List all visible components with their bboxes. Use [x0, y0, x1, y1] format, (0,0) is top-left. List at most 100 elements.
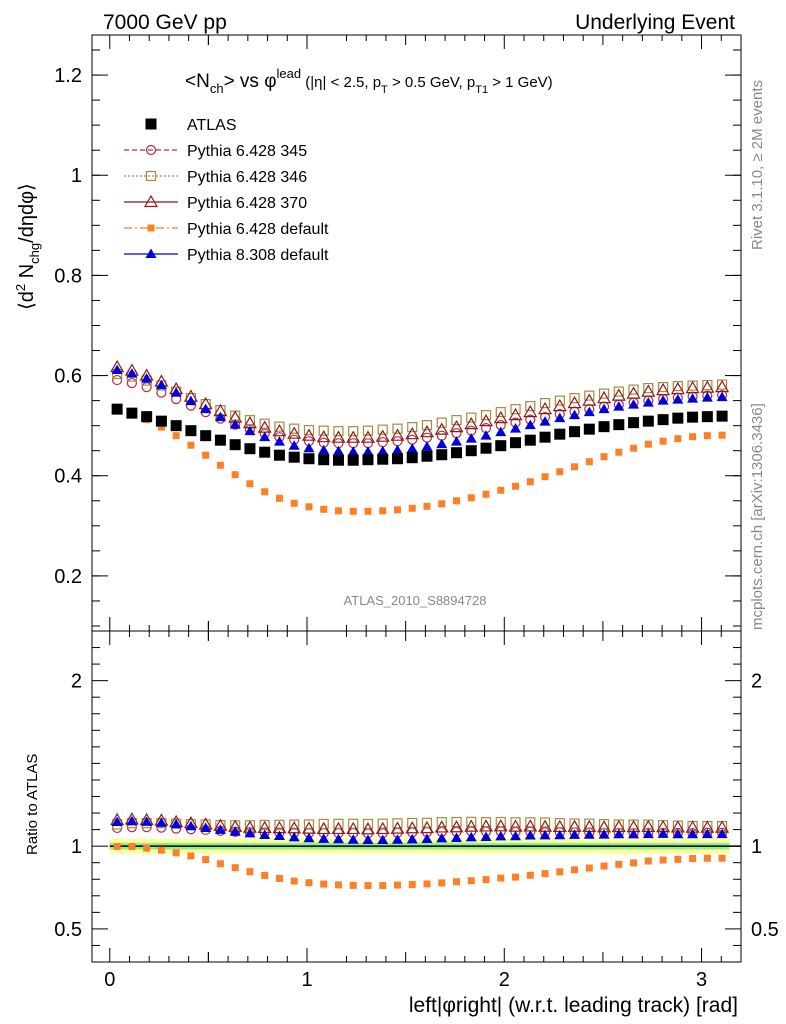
y-tick-label: 1.2 [54, 65, 82, 87]
y-tick-label: 2 [71, 671, 82, 693]
top-p6def-point [408, 504, 416, 512]
top-p346-point [613, 386, 624, 397]
ratio-p6def-point [600, 862, 608, 870]
ratio-p6def-point [379, 882, 387, 890]
top-p6def-point [334, 507, 342, 515]
ratio-p8-point [510, 830, 522, 841]
top-atlas-point [554, 428, 566, 440]
top-p346-point [421, 420, 433, 431]
ratio-p370-point [331, 821, 346, 835]
ratio-p8-point [554, 829, 566, 840]
top-atlas-point [347, 454, 359, 466]
top-p6def-point [187, 441, 195, 449]
x-tick-label: 2 [499, 969, 510, 991]
ratio-p8-point [672, 828, 684, 839]
top-p346-point [303, 425, 315, 436]
legend-label-p8: Pythia 8.308 default [187, 247, 329, 264]
ratio-p6def-point [630, 859, 638, 867]
ratio-p6def-point [453, 878, 461, 886]
legend-marker-p346 [145, 170, 157, 182]
ratio-p6def-point [275, 874, 283, 882]
ratio-p6def-point [246, 868, 254, 876]
top-p8-point [716, 391, 728, 402]
ratio-p346-point [318, 818, 329, 830]
ratio-p6def-point [571, 866, 579, 874]
top-atlas-point [200, 430, 212, 442]
top-atlas-point [598, 421, 610, 433]
top-p345-point [126, 377, 137, 389]
top-p8-point [391, 444, 403, 455]
legend-label-atlas: ATLAS [187, 117, 237, 134]
top-p6def-point [275, 494, 283, 502]
ratio-p346-point [421, 817, 433, 828]
top-p6def-point [526, 478, 534, 486]
top-atlas-point [480, 442, 492, 454]
ratio-p6def-point [334, 881, 342, 889]
top-p8-point [200, 403, 212, 414]
top-p370-point [390, 428, 405, 441]
top-atlas-point [539, 431, 551, 443]
top-p345-point [392, 436, 403, 447]
ratio-p6def-point [703, 854, 711, 862]
top-p8-point [539, 416, 551, 426]
ratio-p8-point [273, 830, 285, 841]
top-p8-point [642, 397, 654, 407]
ratio-p8-point [569, 829, 581, 839]
top-p6def-point [202, 451, 210, 459]
top-p370-point [360, 430, 376, 443]
top-p370-point [434, 422, 449, 435]
top-p370-point [641, 384, 656, 397]
ratio-p6def-point [290, 877, 298, 885]
ratio-p6def-point [157, 846, 165, 854]
top-ylabel: ⟨d2 Nchg/dηdφ⟩ [13, 183, 42, 310]
top-atlas-point [436, 449, 448, 461]
ratio-p8-point [155, 817, 167, 827]
ratio-p346-point [495, 816, 506, 828]
top-p6def-point [379, 507, 387, 515]
top-p6def-point [453, 497, 461, 505]
ratio-p8-point [303, 832, 315, 843]
top-p8-point [288, 440, 300, 450]
ratio-p370-point [390, 821, 405, 834]
ratio-p6def-point [556, 868, 564, 876]
top-p8-point [259, 431, 271, 442]
top-p346-point [466, 412, 477, 423]
ratio-p6def-point [143, 844, 151, 852]
top-p8-point [126, 368, 138, 378]
top-p370-point [538, 401, 553, 415]
ratio-p346-point [525, 817, 536, 828]
top-p6def-point [703, 432, 711, 440]
top-p370-point [715, 379, 730, 393]
top-p6def-point [497, 486, 505, 494]
top-atlas-point [701, 411, 713, 423]
top-p346-point [333, 426, 344, 437]
top-p346-point [584, 390, 595, 401]
top-p8-point [451, 436, 463, 446]
top-p370-point [272, 423, 287, 437]
y-tick-label: 0.2 [54, 566, 82, 588]
ratio-p346-point [480, 817, 492, 828]
top-p8-point [347, 446, 359, 456]
ratio-p8-point [214, 824, 226, 834]
top-atlas-point [687, 411, 699, 423]
top-p8-point [421, 441, 433, 451]
top-p8-point [598, 403, 610, 414]
top-p346-point [259, 418, 270, 429]
ratio-p8-point [436, 832, 448, 843]
top-p346-point [348, 426, 359, 437]
legend-label-p346: Pythia 6.428 346 [187, 169, 307, 186]
ratio-p8-point [613, 828, 625, 839]
top-p345-point [377, 437, 388, 448]
y-tick-label-right: 2 [751, 671, 762, 693]
side-label-rivet: Rivet 3.1.10, ≥ 2M events [749, 80, 766, 250]
top-p6def-point [718, 431, 726, 439]
ratio-p346-point [333, 818, 344, 829]
top-p370-point [700, 380, 715, 393]
top-atlas-point [126, 407, 138, 419]
top-p6def-point [172, 432, 180, 440]
top-p346-point [480, 410, 492, 421]
top-p346-point [657, 381, 669, 393]
top-p8-point [554, 412, 566, 423]
top-atlas-point [303, 453, 315, 465]
ratio-p8-point [421, 833, 433, 844]
